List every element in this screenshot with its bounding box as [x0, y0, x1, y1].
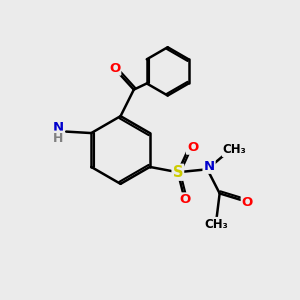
Text: O: O — [109, 61, 120, 75]
Text: N: N — [203, 160, 214, 173]
Text: O: O — [179, 194, 190, 206]
Text: N: N — [52, 121, 64, 134]
Text: O: O — [242, 196, 253, 209]
Text: CH₃: CH₃ — [205, 218, 229, 231]
Text: S: S — [172, 165, 183, 180]
Text: O: O — [187, 141, 198, 154]
Text: H: H — [53, 132, 63, 145]
Text: CH₃: CH₃ — [223, 143, 247, 156]
